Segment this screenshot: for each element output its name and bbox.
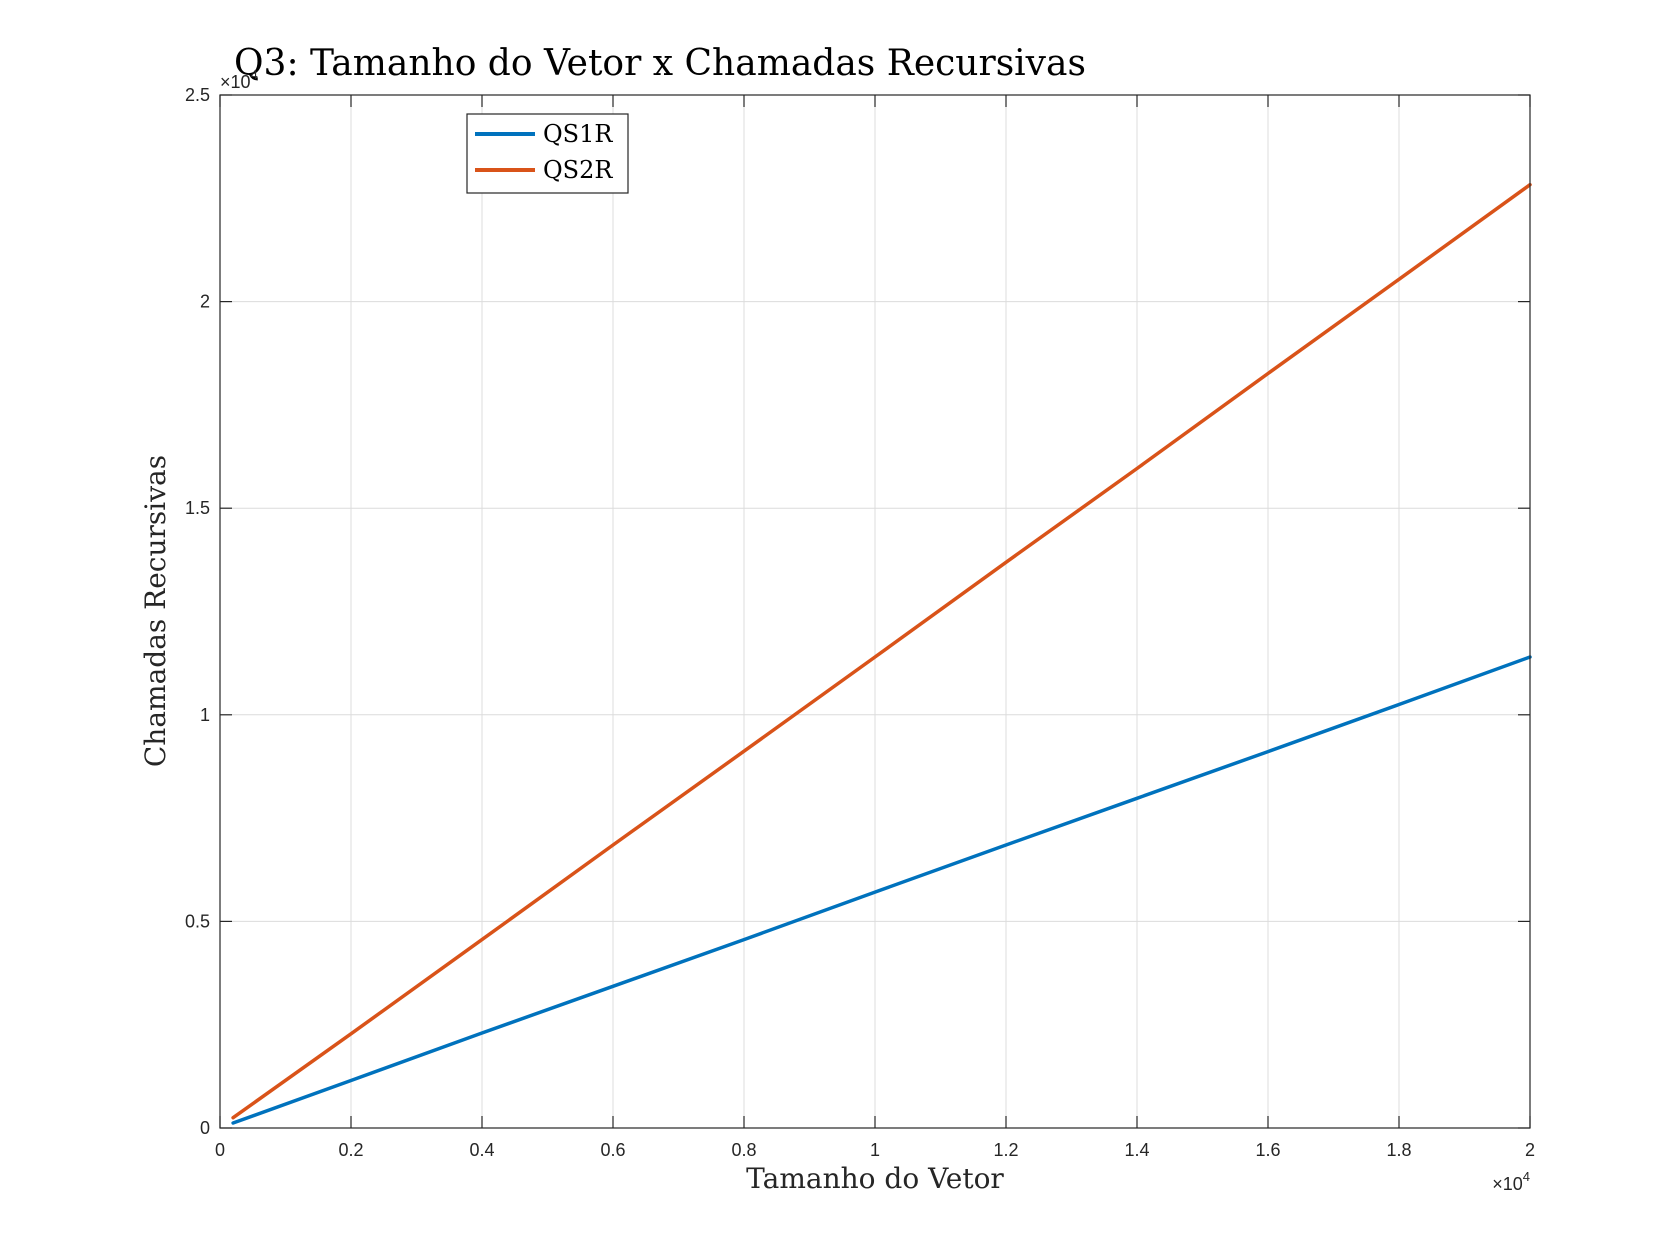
x-tick-label: 0.6	[600, 1140, 625, 1160]
x-tick-label: 1.6	[1255, 1140, 1280, 1160]
series-line-qs1r	[231, 655, 1532, 1125]
x-tick-label: 1.4	[1124, 1140, 1149, 1160]
x-tick-label: 2	[1525, 1140, 1535, 1160]
chart-title: Q3: Tamanho do Vetor x Chamadas Recursiv…	[234, 43, 1086, 84]
x-tick-label: 0.8	[731, 1140, 756, 1160]
x-tick-label: 1.2	[993, 1140, 1018, 1160]
axis-ticks: 0 0.2 0.4 0.6 0.8 1 1.2 1.4 1.6 1.8 2 0 0.5 1 1.5 2 2.5	[185, 85, 1535, 1160]
series-line-qs2r	[231, 182, 1532, 1120]
y-tick-label: 1.5	[185, 498, 210, 518]
legend: QS1R QS2R	[466, 113, 629, 194]
x-axis-label: Tamanho do Vetor	[746, 1162, 1004, 1195]
x-tick-label: 1	[870, 1140, 880, 1160]
legend-box	[466, 113, 629, 194]
legend-label-qs1r: QS1R	[543, 120, 613, 148]
x-tick-label: 0	[215, 1140, 225, 1160]
grid	[220, 95, 1530, 1128]
legend-label-qs2r: QS2R	[543, 156, 613, 184]
x-tick-label: 0.4	[469, 1140, 494, 1160]
y-tick-label: 2.5	[185, 85, 210, 105]
x-axis-exponent: ×104	[1492, 1169, 1530, 1194]
x-tick-label: 0.2	[338, 1140, 363, 1160]
x-tick-label: 1.8	[1386, 1140, 1411, 1160]
y-tick-label: 0.5	[185, 911, 210, 931]
y-tick-label: 2	[200, 292, 210, 312]
y-tick-label: 1	[200, 705, 210, 725]
series-lines	[231, 182, 1532, 1125]
y-axis-label: Chamadas Recursivas	[139, 455, 172, 767]
y-tick-label: 0	[200, 1118, 210, 1138]
y-axis-exponent: ×104	[220, 67, 258, 92]
